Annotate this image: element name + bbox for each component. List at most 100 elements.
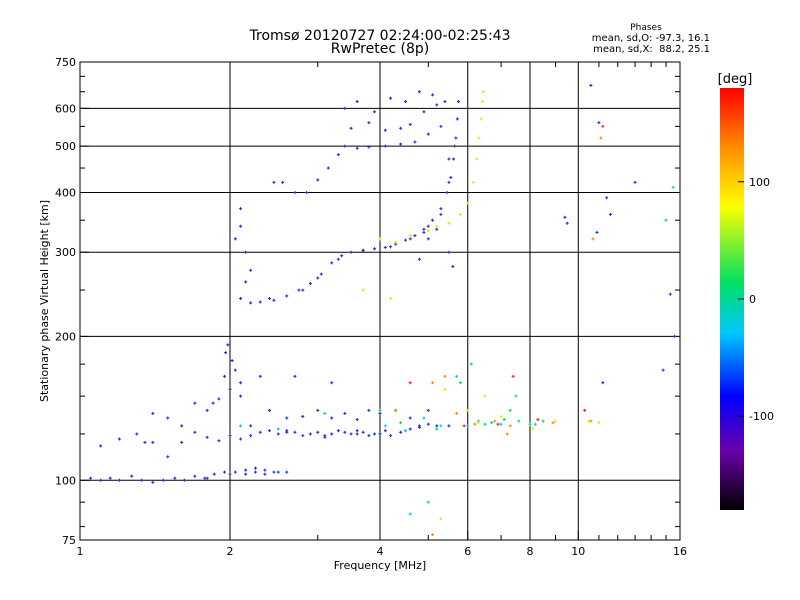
data-point xyxy=(276,470,280,474)
data-point xyxy=(276,432,280,436)
chart-title: Tromsø 20120727 02:24:00-02:25:43 xyxy=(249,28,511,44)
data-point xyxy=(431,533,435,537)
data-point xyxy=(361,249,365,253)
data-point xyxy=(151,480,155,484)
data-point xyxy=(408,123,412,127)
data-point xyxy=(496,422,500,426)
data-point xyxy=(233,368,237,372)
data-point xyxy=(355,429,359,433)
data-point xyxy=(108,476,112,480)
data-point xyxy=(212,472,216,476)
data-point xyxy=(117,478,121,482)
data-point xyxy=(591,237,595,241)
data-point xyxy=(330,416,334,420)
data-point xyxy=(668,292,672,296)
data-point xyxy=(413,234,417,238)
data-point xyxy=(431,381,435,385)
data-point xyxy=(452,157,456,161)
data-point xyxy=(233,470,237,474)
data-point xyxy=(447,157,451,161)
data-point xyxy=(361,430,365,434)
data-point xyxy=(182,478,186,482)
data-point xyxy=(502,418,506,422)
data-point xyxy=(367,434,371,438)
data-point xyxy=(447,250,451,254)
data-point xyxy=(449,175,453,179)
data-point xyxy=(166,455,170,459)
x-tick-label: 6 xyxy=(464,545,471,558)
data-point xyxy=(458,212,462,216)
y-axis-label: Stationary phase Virtual Height [km] xyxy=(38,200,51,402)
data-point xyxy=(565,221,569,225)
data-point xyxy=(426,500,430,504)
data-point xyxy=(230,359,234,363)
data-point xyxy=(316,276,320,280)
data-point xyxy=(349,126,353,130)
grid-lines xyxy=(80,62,680,540)
data-point xyxy=(205,476,209,480)
data-point xyxy=(316,430,320,434)
data-point xyxy=(394,240,398,244)
data-point xyxy=(239,381,243,385)
data-point xyxy=(493,419,497,423)
data-point xyxy=(633,180,637,184)
data-point xyxy=(595,230,599,234)
data-point xyxy=(305,190,309,194)
data-point xyxy=(431,218,435,222)
data-point xyxy=(435,424,439,428)
data-point xyxy=(403,429,407,433)
data-point xyxy=(244,472,248,476)
data-point xyxy=(316,178,320,182)
data-point xyxy=(435,103,439,107)
data-point xyxy=(336,153,340,157)
data-point xyxy=(336,429,340,433)
data-point xyxy=(378,408,382,412)
data-point xyxy=(308,282,312,286)
data-point xyxy=(226,343,230,347)
data-point xyxy=(293,190,297,194)
data-point xyxy=(445,190,449,194)
data-point xyxy=(563,215,567,219)
data-point xyxy=(589,419,593,423)
data-point xyxy=(426,224,430,228)
data-point xyxy=(417,425,421,429)
data-point xyxy=(272,298,276,302)
data-point xyxy=(228,387,232,391)
data-point xyxy=(451,265,455,269)
data-point xyxy=(330,381,334,385)
data-point xyxy=(597,121,601,125)
data-point xyxy=(490,421,494,425)
data-point xyxy=(471,180,475,184)
data-point xyxy=(475,157,479,161)
data-point xyxy=(469,362,473,366)
data-point xyxy=(319,272,323,276)
data-point xyxy=(476,421,480,425)
data-point xyxy=(272,180,276,184)
data-point xyxy=(281,180,285,184)
data-point xyxy=(431,93,435,97)
data-point xyxy=(499,422,503,426)
phases-stats-x: mean, sd,X: 88.2, 25.1 xyxy=(593,44,710,55)
data-point xyxy=(166,416,170,420)
data-point xyxy=(361,288,365,292)
data-point xyxy=(435,427,439,431)
data-point xyxy=(267,429,271,433)
data-point xyxy=(367,121,371,125)
data-point xyxy=(536,418,540,422)
data-point xyxy=(161,478,165,482)
data-point xyxy=(205,435,209,439)
data-point xyxy=(661,368,665,372)
data-point xyxy=(349,432,353,436)
data-point xyxy=(258,374,262,378)
data-point xyxy=(528,422,532,426)
data-point xyxy=(223,374,227,378)
data-point xyxy=(481,90,485,94)
data-point xyxy=(285,416,289,420)
data-point xyxy=(399,421,403,425)
data-point xyxy=(439,124,443,128)
data-point xyxy=(447,221,451,225)
x-tick-label: 4 xyxy=(377,545,384,558)
x-tick-label: 16 xyxy=(673,545,687,558)
data-point xyxy=(435,224,439,228)
data-point xyxy=(453,144,457,148)
